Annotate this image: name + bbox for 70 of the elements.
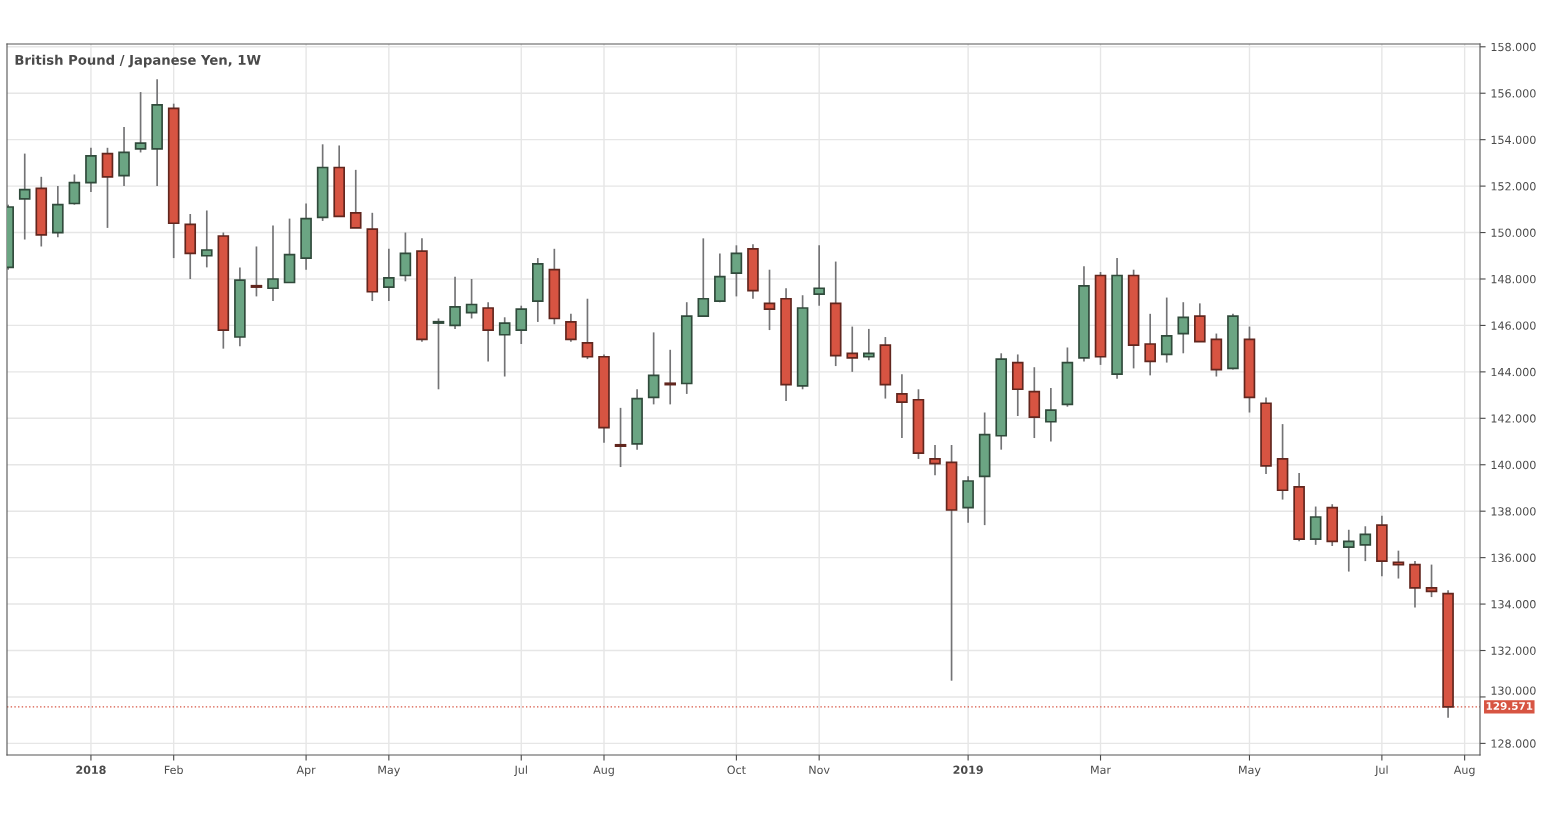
y-tick-label: 142.000 [1491, 414, 1536, 423]
candlestick [18, 152, 31, 241]
y-tick-label: 156.000 [1491, 89, 1536, 98]
candlestick [482, 301, 494, 363]
ref-line-label: 129.571 [1486, 702, 1533, 710]
y-tick-label: 146.000 [1491, 321, 1536, 330]
candlestick [1144, 312, 1156, 377]
y-tick-label: 150.000 [1491, 228, 1536, 237]
candlestick [432, 317, 445, 391]
x-tick-label: Aug [593, 765, 614, 777]
x-tick-label: May [1239, 765, 1261, 777]
candlestick [647, 331, 660, 406]
x-tick-label: 2019 [953, 765, 983, 775]
candlestick [1177, 301, 1190, 355]
candlestick [1160, 296, 1173, 364]
y-tick-label: 144.000 [1491, 367, 1536, 377]
y-tick-label: 128.000 [1491, 739, 1536, 748]
candlestick [1409, 560, 1421, 609]
candlestick [730, 244, 743, 298]
x-tick-label: Feb [164, 765, 183, 775]
y-tick-label: 148.000 [1491, 274, 1536, 284]
candlestick [697, 237, 710, 317]
candlestick [449, 275, 461, 330]
candlestick [614, 407, 627, 468]
candlestick [134, 91, 147, 154]
x-tick-label: Apr [296, 765, 316, 777]
text: British Pound / Japanese Yen, 1W [15, 54, 261, 68]
candlestick [846, 325, 859, 373]
x-tick-label: Nov [809, 765, 830, 775]
y-tick-label: 132.000 [1491, 646, 1536, 655]
candlestick [399, 231, 412, 283]
x-tick-label: May [378, 765, 400, 777]
candlestick [1359, 525, 1372, 562]
y-tick-label: 134.000 [1491, 600, 1536, 609]
candlestick [929, 444, 941, 477]
y-tick-label: 140.000 [1491, 460, 1536, 470]
candlestick [763, 268, 776, 331]
candlestick [250, 245, 263, 298]
candlestick [498, 316, 511, 378]
x-tick-label: Mar [1091, 765, 1111, 775]
y-tick-label: 136.000 [1491, 553, 1536, 563]
candlestick [813, 244, 825, 307]
x-tick-label: Oct [727, 765, 746, 775]
candlestick [896, 373, 908, 439]
y-tick-label: 138.000 [1491, 507, 1536, 516]
candlestick [863, 328, 875, 362]
candlestick [1342, 528, 1355, 573]
x-tick-label: 2018 [76, 765, 106, 775]
candlestick [581, 297, 594, 360]
y-tick-label: 154.000 [1491, 135, 1536, 145]
candlestick [383, 247, 395, 302]
candlestick [1309, 505, 1322, 546]
candlestick [565, 312, 577, 343]
candlestick [664, 348, 677, 406]
y-tick-label: 158.000 [1491, 42, 1536, 52]
y-tick-label: 152.000 [1491, 182, 1536, 191]
candlestick [118, 126, 130, 187]
candlestick [1045, 387, 1057, 443]
candlestick [349, 169, 362, 229]
candlestick [267, 224, 279, 302]
y-tick-label: 130.000 [1491, 686, 1536, 695]
x-tick-label: Aug [1453, 765, 1475, 777]
candlestick [68, 173, 81, 206]
candlestick [515, 304, 528, 345]
candlestick [1392, 549, 1405, 580]
x-tick-label: Jul [513, 765, 527, 777]
candlestick [1425, 563, 1438, 598]
candlestick [101, 146, 114, 229]
x-tick-label: Jul [1374, 765, 1388, 777]
candlestick [200, 209, 213, 269]
